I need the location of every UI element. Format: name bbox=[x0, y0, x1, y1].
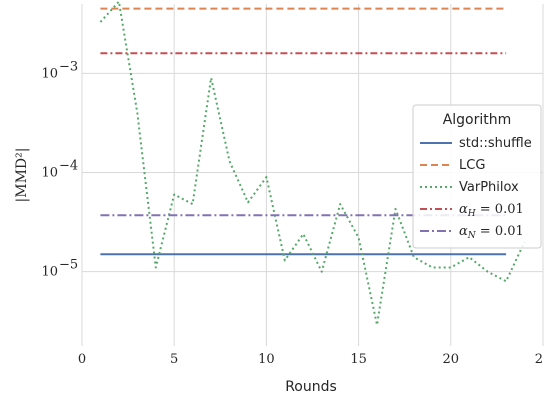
y-tick-exponent: −4 bbox=[59, 159, 78, 174]
legend-title: Algorithm bbox=[443, 112, 512, 128]
legend-label: αH = 0.01 bbox=[459, 202, 524, 219]
y-tick-label: 10 bbox=[41, 166, 58, 181]
x-tick-label: 20 bbox=[443, 352, 460, 367]
x-tick-label: 0 bbox=[78, 352, 86, 367]
x-axis-label: Rounds bbox=[285, 379, 337, 395]
legend-label: LCG bbox=[459, 158, 485, 173]
legend-label: std::shuffle bbox=[459, 136, 532, 151]
series-line bbox=[99, 0, 526, 326]
y-tick-labels: 10−510−410−3 bbox=[41, 59, 78, 279]
y-tick-exponent: −3 bbox=[59, 59, 78, 74]
grid-lines bbox=[81, 4, 544, 346]
x-tick-label: 5 bbox=[170, 352, 178, 367]
x-tick-labels: 0 5 10 15 20 25 bbox=[78, 352, 544, 367]
x-tick-label: 15 bbox=[350, 352, 367, 367]
x-tick-label: 25 bbox=[535, 352, 544, 367]
legend-label: VarPhilox bbox=[459, 180, 519, 195]
series-lines bbox=[99, 0, 526, 326]
y-axis-label: |MMD²| bbox=[14, 148, 30, 203]
y-tick-exponent: −5 bbox=[59, 258, 78, 273]
y-tick-label: 10 bbox=[41, 265, 58, 280]
legend-label: αN = 0.01 bbox=[459, 224, 524, 241]
legend-box bbox=[412, 104, 542, 249]
y-tick-label: 10 bbox=[41, 66, 58, 81]
x-tick-label: 10 bbox=[258, 352, 275, 367]
